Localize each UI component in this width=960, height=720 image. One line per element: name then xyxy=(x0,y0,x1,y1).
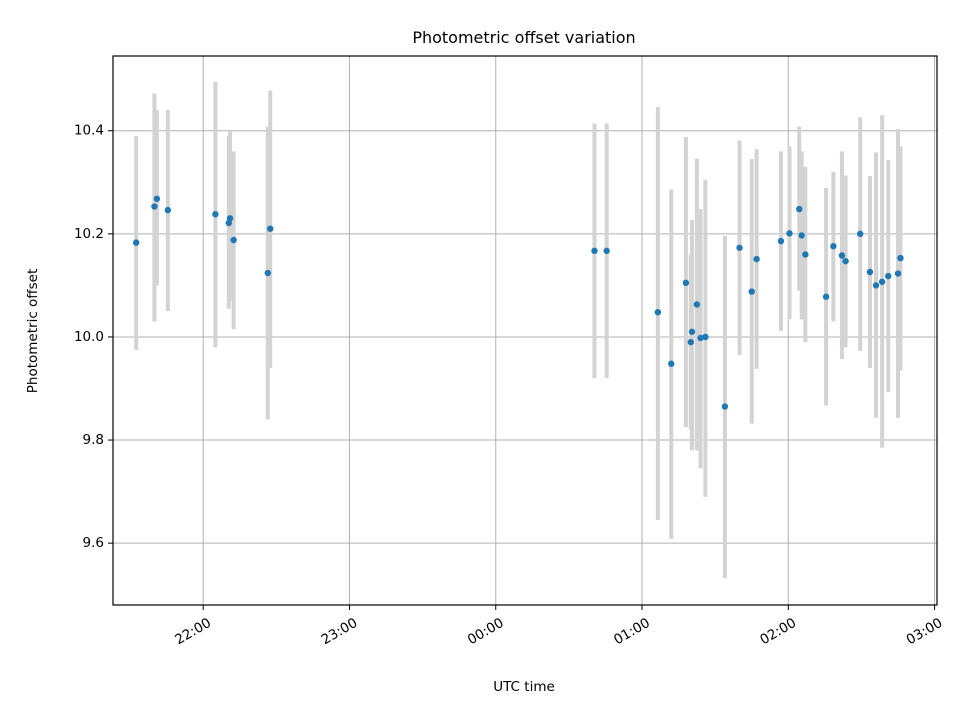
data-point xyxy=(702,333,709,341)
data-point xyxy=(153,195,161,202)
data-point xyxy=(872,282,880,289)
x-tick-label: 22:00 xyxy=(172,615,214,648)
data-point xyxy=(688,328,696,335)
data-point xyxy=(753,255,760,263)
data-points xyxy=(132,195,904,410)
data-point xyxy=(693,301,701,308)
data-point xyxy=(164,206,172,214)
data-point xyxy=(132,239,140,246)
data-point xyxy=(591,247,598,255)
data-point xyxy=(786,230,793,237)
data-point xyxy=(830,243,837,250)
error-bars xyxy=(134,81,903,579)
x-axis-label: UTC time xyxy=(493,679,555,695)
data-point xyxy=(151,203,158,210)
data-point xyxy=(897,254,904,262)
chart-title: Photometric offset variation xyxy=(412,28,635,47)
data-point xyxy=(682,279,690,287)
data-point xyxy=(838,252,846,259)
y-tick-label: 10.0 xyxy=(74,329,104,345)
data-point xyxy=(798,232,805,239)
data-point xyxy=(842,257,849,265)
data-point xyxy=(603,247,610,255)
data-point xyxy=(857,230,864,238)
data-point xyxy=(736,244,743,251)
x-tick-label: 02:00 xyxy=(757,615,799,648)
data-point xyxy=(878,278,886,285)
data-point xyxy=(264,269,272,277)
data-point xyxy=(866,268,874,276)
data-point xyxy=(212,211,219,218)
data-point xyxy=(668,360,675,367)
x-tick-label: 00:00 xyxy=(465,615,507,648)
y-tick-label: 10.4 xyxy=(74,123,104,139)
plot-frame xyxy=(112,55,938,606)
data-point xyxy=(894,270,902,277)
data-point xyxy=(822,293,830,300)
data-point xyxy=(796,205,803,213)
data-point xyxy=(885,272,892,280)
data-point xyxy=(267,225,274,232)
x-tick-label: 23:00 xyxy=(319,615,361,648)
data-point xyxy=(687,338,694,346)
y-tick-label: 9.6 xyxy=(83,535,104,551)
y-tick-label: 9.8 xyxy=(83,432,104,448)
data-point xyxy=(654,309,662,316)
data-point xyxy=(721,403,729,410)
x-axis-ticks: 22:00 23:00 00:00 01:00 02:00 03:00 xyxy=(172,605,945,648)
data-point xyxy=(748,288,755,295)
x-tick-label: 03:00 xyxy=(904,615,946,648)
y-axis-ticks: 9.6 9.8 10.0 10.2 10.4 xyxy=(74,123,113,551)
grid xyxy=(113,56,937,605)
y-tick-label: 10.2 xyxy=(74,226,104,242)
data-point xyxy=(802,251,809,258)
data-point xyxy=(777,237,785,245)
data-point xyxy=(230,236,237,244)
data-point xyxy=(226,215,234,222)
y-axis-label: Photometric offset xyxy=(25,269,41,393)
x-tick-label: 01:00 xyxy=(611,615,653,648)
data-point xyxy=(697,334,704,342)
